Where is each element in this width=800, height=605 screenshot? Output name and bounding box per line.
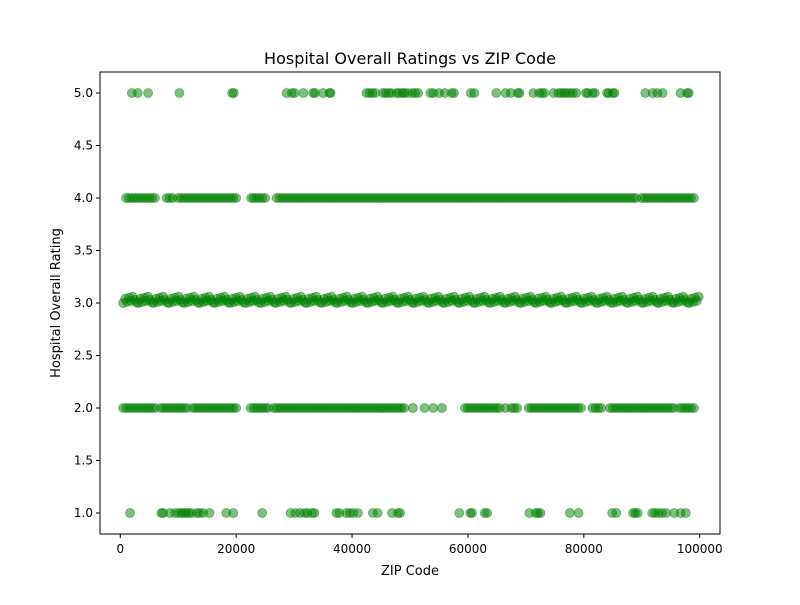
chart-title: Hospital Overall Ratings vs ZIP Code	[264, 49, 556, 68]
data-point	[589, 88, 600, 98]
data-point	[611, 508, 622, 518]
data-point	[419, 403, 430, 413]
data-point	[174, 88, 185, 98]
data-point	[352, 508, 363, 518]
data-point	[539, 88, 550, 98]
data-point	[565, 508, 575, 518]
data-point	[310, 88, 320, 98]
data-point	[289, 88, 300, 98]
x-tick-label: 40000	[333, 542, 371, 556]
data-point	[632, 508, 643, 518]
data-point	[469, 88, 480, 98]
data-point	[370, 88, 381, 98]
data-point	[260, 193, 271, 203]
data-point	[514, 88, 525, 98]
x-tick-label: 0	[116, 542, 124, 556]
data-point	[309, 508, 320, 518]
y-tick-label: 5.0	[74, 86, 93, 100]
data-point	[257, 508, 268, 518]
data-point	[436, 403, 447, 413]
data-point	[661, 508, 671, 518]
data-point	[413, 88, 424, 98]
data-point	[395, 508, 406, 518]
y-tick-label: 3.5	[74, 244, 93, 258]
x-tick-label: 100000	[677, 542, 723, 556]
data-point	[132, 88, 143, 98]
y-tick-label: 4.5	[74, 139, 93, 153]
y-tick-label: 1.5	[74, 454, 93, 468]
data-point	[204, 508, 215, 518]
y-axis-ticks: 1.0 1.5 2.0 2.5 3.0 3.5 4.0 4.5 5.0	[74, 86, 100, 520]
y-axis-label: Hospital Overall Rating	[49, 228, 64, 378]
data-point	[231, 403, 242, 413]
x-tick-label: 80000	[565, 542, 603, 556]
y-tick-label: 2.5	[74, 349, 93, 363]
data-point	[150, 193, 160, 203]
data-point	[535, 508, 546, 518]
data-point	[693, 291, 704, 302]
data-point	[576, 403, 586, 413]
data-point	[428, 403, 439, 413]
data-point	[407, 403, 418, 413]
data-point	[449, 88, 459, 98]
data-point	[680, 508, 691, 518]
data-point	[657, 88, 668, 98]
data-point	[609, 88, 620, 98]
x-axis-label: ZIP Code	[381, 564, 439, 579]
x-tick-label: 20000	[217, 542, 255, 556]
x-axis-ticks: 0 20000 40000 60000 80000 100000	[116, 534, 723, 556]
data-point	[372, 508, 383, 518]
data-point	[683, 88, 694, 98]
data-point	[689, 193, 699, 203]
data-point	[571, 88, 582, 98]
y-tick-label: 2.0	[74, 401, 93, 415]
y-tick-label: 3.0	[74, 296, 93, 310]
data-point	[596, 403, 607, 413]
data-point	[231, 193, 242, 203]
data-point	[689, 403, 699, 413]
data-point	[491, 88, 502, 98]
data-point	[467, 508, 477, 518]
data-points	[118, 88, 704, 518]
data-point	[325, 88, 336, 98]
data-point	[573, 508, 584, 518]
data-point	[228, 88, 239, 98]
data-point	[512, 403, 523, 413]
data-point	[143, 88, 154, 98]
data-point	[482, 508, 493, 518]
data-point	[228, 508, 239, 518]
data-point	[298, 88, 309, 98]
data-point	[399, 403, 410, 413]
y-tick-label: 1.0	[74, 506, 93, 520]
x-tick-label: 60000	[449, 542, 487, 556]
data-point	[125, 508, 136, 518]
y-tick-label: 4.0	[74, 191, 93, 205]
data-point	[454, 508, 465, 518]
